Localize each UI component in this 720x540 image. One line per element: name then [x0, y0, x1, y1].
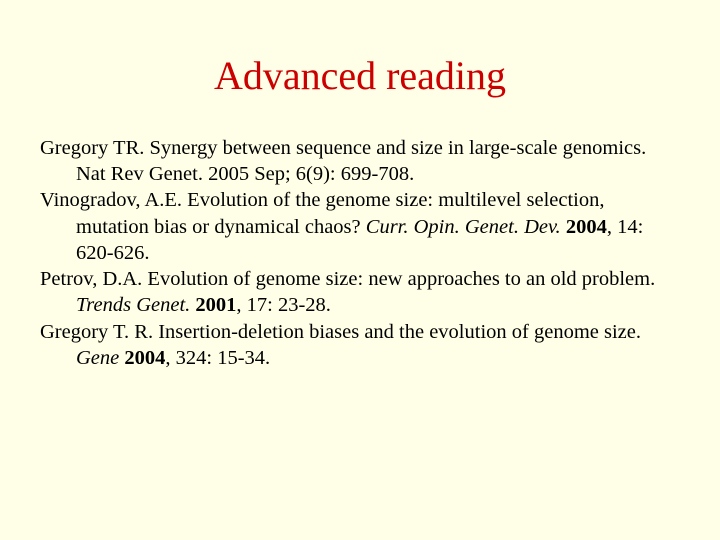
- reference-item: Vinogradov, A.E. Evolution of the genome…: [40, 187, 680, 266]
- ref-tail: , 324: 15-34.: [165, 347, 270, 369]
- ref-tail: , 17: 23-28.: [236, 294, 331, 316]
- ref-year: 2001: [195, 294, 236, 316]
- ref-journal: Gene: [76, 347, 119, 369]
- ref-text: Gregory TR. Synergy between sequence and…: [40, 137, 646, 185]
- ref-journal: Curr. Opin. Genet. Dev.: [366, 216, 561, 238]
- ref-text: Petrov, D.A. Evolution of genome size: n…: [40, 268, 655, 290]
- ref-journal: Trends Genet.: [76, 294, 190, 316]
- reference-item: Petrov, D.A. Evolution of genome size: n…: [40, 266, 680, 318]
- ref-text: Gregory T. R. Insertion-deletion biases …: [40, 321, 641, 343]
- reference-item: Gregory T. R. Insertion-deletion biases …: [40, 319, 680, 371]
- reference-item: Gregory TR. Synergy between sequence and…: [40, 135, 680, 187]
- reference-list: Gregory TR. Synergy between sequence and…: [40, 135, 680, 371]
- ref-year: 2004: [124, 347, 165, 369]
- ref-year: 2004: [566, 216, 607, 238]
- slide-title: Advanced reading: [40, 52, 680, 99]
